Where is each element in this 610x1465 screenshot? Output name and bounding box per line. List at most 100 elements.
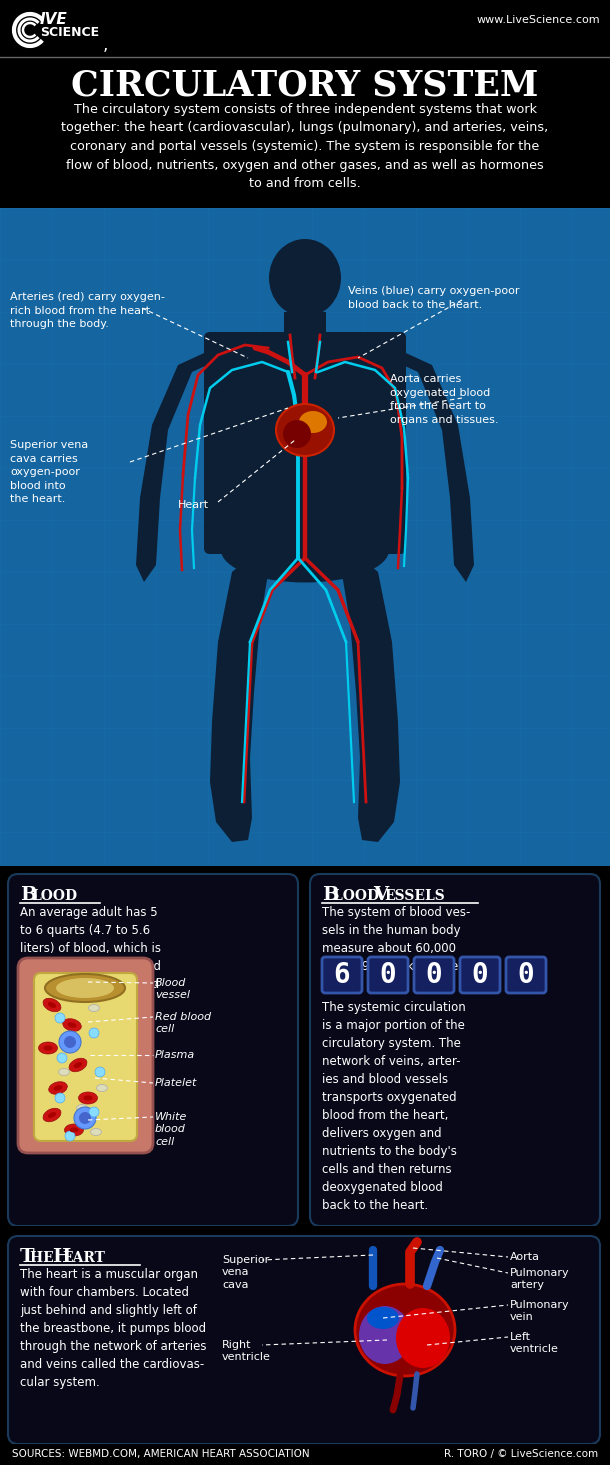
FancyBboxPatch shape [8,875,298,1226]
FancyBboxPatch shape [460,957,500,993]
Ellipse shape [65,1124,83,1137]
Circle shape [65,1131,75,1141]
Bar [0,208,610,866]
FancyBboxPatch shape [34,973,137,1141]
Text: 6: 6 [334,961,350,989]
Text: Red blood
cell: Red blood cell [155,1012,211,1034]
Polygon shape [136,349,218,582]
Text: The system of blood ves-
sels in the human body
measure about 60,000
miles (96,5: The system of blood ves- sels in the hum… [322,905,478,973]
FancyBboxPatch shape [506,957,546,993]
Text: The systemic circulation
is a major portion of the
circulatory system. The
netwo: The systemic circulation is a major port… [322,1001,466,1212]
Bar [0,1226,610,1236]
Bar [0,0,610,60]
Ellipse shape [74,1062,82,1068]
Ellipse shape [43,1109,62,1121]
Text: Superior vena
cava carries
oxygen-poor
blood into
the heart.: Superior vena cava carries oxygen-poor b… [10,440,88,504]
Text: Superior
vena
cava: Superior vena cava [222,1256,269,1289]
Text: Pulmonary
artery: Pulmonary artery [510,1269,570,1291]
Text: The heart is a muscular organ
with four chambers. Located
just behind and slight: The heart is a muscular organ with four … [20,1269,207,1389]
Text: Left
ventricle: Left ventricle [510,1332,559,1355]
Text: An average adult has 5
to 6 quarts (4.7 to 5.6
liters) of blood, which is
made u: An average adult has 5 to 6 quarts (4.7 … [20,905,161,1009]
Bar [0,60,610,208]
Text: 0: 0 [426,961,442,989]
Ellipse shape [70,1127,78,1132]
Ellipse shape [367,1307,399,1329]
Text: IVE: IVE [40,12,68,26]
Ellipse shape [355,1283,455,1376]
Text: Aorta: Aorta [510,1253,540,1261]
Circle shape [55,1093,65,1103]
Text: Blood
vessel: Blood vessel [155,979,190,1001]
Text: Aorta carries
oxygenated blood
from the heart to
organs and tissues.: Aorta carries oxygenated blood from the … [390,374,498,425]
Text: Right
ventricle: Right ventricle [222,1340,271,1362]
Text: Platelet: Platelet [155,1078,198,1088]
Circle shape [64,1036,76,1047]
Text: 0: 0 [472,961,489,989]
Ellipse shape [396,1308,450,1368]
Text: SCIENCE: SCIENCE [40,26,99,40]
Text: V: V [373,886,388,904]
Text: B: B [322,886,339,904]
Text: The circulatory system consists of three independent systems that work
together:: The circulatory system consists of three… [62,103,548,190]
Ellipse shape [88,1005,99,1011]
Text: LOOD: LOOD [31,889,77,902]
Ellipse shape [62,1020,82,1031]
Circle shape [55,1012,65,1023]
FancyBboxPatch shape [414,957,454,993]
Text: EART: EART [62,1251,105,1264]
Text: Plasma: Plasma [155,1050,195,1061]
Polygon shape [340,548,400,842]
Ellipse shape [68,1023,76,1027]
Text: HE: HE [30,1251,59,1264]
Ellipse shape [79,1091,98,1105]
Text: H: H [52,1248,70,1266]
Bar [0,1444,610,1465]
Text: B: B [20,886,37,904]
Ellipse shape [283,420,311,448]
Text: SOURCES: WEBMD.COM, AMERICAN HEART ASSOCIATION: SOURCES: WEBMD.COM, AMERICAN HEART ASSOC… [12,1449,310,1459]
Text: 0: 0 [518,961,534,989]
Circle shape [74,1108,96,1130]
Text: T: T [20,1248,35,1266]
Ellipse shape [84,1096,92,1100]
Text: White
blood
cell: White blood cell [155,1112,187,1147]
FancyBboxPatch shape [368,957,408,993]
Ellipse shape [56,979,114,998]
Bar [0,866,610,878]
Text: LOOD: LOOD [333,889,384,902]
Ellipse shape [221,517,389,583]
Text: R. TORO / © LiveScience.com: R. TORO / © LiveScience.com [444,1449,598,1459]
Text: CIRCULATORY SYSTEM: CIRCULATORY SYSTEM [71,67,539,103]
Ellipse shape [54,1086,62,1090]
Circle shape [79,1112,91,1124]
Ellipse shape [43,1046,52,1050]
Circle shape [89,1108,99,1116]
Circle shape [95,1067,105,1077]
FancyBboxPatch shape [8,1236,600,1444]
Ellipse shape [45,974,125,1002]
Circle shape [89,1028,99,1039]
FancyBboxPatch shape [18,958,153,1153]
Polygon shape [392,349,474,582]
Text: www.LiveScience.com: www.LiveScience.com [476,15,600,25]
Bar [284,312,326,340]
Ellipse shape [269,239,341,316]
Ellipse shape [48,1002,56,1008]
Ellipse shape [96,1084,107,1091]
Ellipse shape [49,1081,67,1094]
Ellipse shape [76,1105,87,1112]
Text: ESSELS: ESSELS [384,889,445,902]
Polygon shape [210,548,270,842]
FancyBboxPatch shape [204,333,406,554]
Text: Heart: Heart [178,500,209,510]
Ellipse shape [59,1068,70,1075]
FancyBboxPatch shape [322,957,362,993]
Text: Arteries (red) carry oxygen-
rich blood from the heart
through the body.: Arteries (red) carry oxygen- rich blood … [10,292,165,330]
Circle shape [59,1031,81,1053]
Ellipse shape [359,1305,411,1364]
FancyBboxPatch shape [310,875,600,1226]
Ellipse shape [48,1112,56,1118]
Text: ,: , [103,37,109,54]
Ellipse shape [276,404,334,456]
Ellipse shape [299,412,327,434]
